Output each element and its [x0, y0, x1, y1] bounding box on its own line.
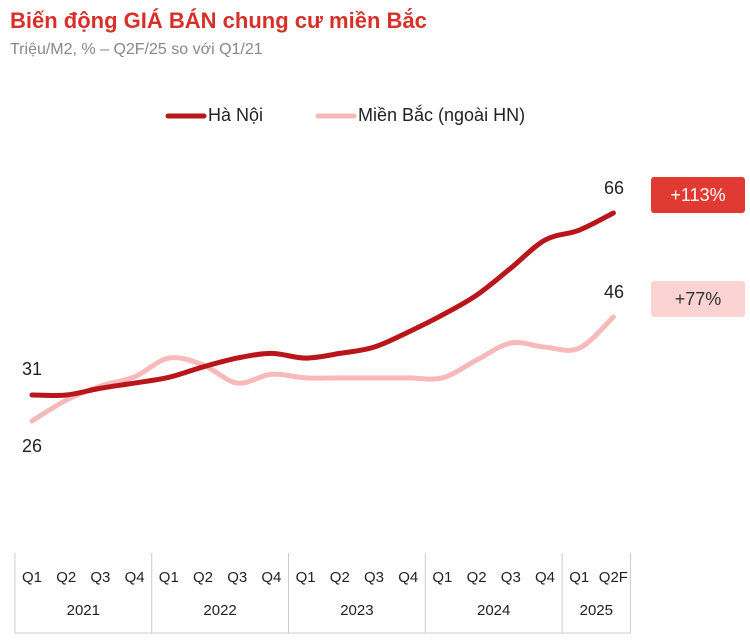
x-group-label: 2022 — [203, 602, 236, 619]
x-tick-label: Q1 — [569, 569, 589, 586]
x-tick-label: Q4 — [261, 569, 281, 586]
data-label: 31 — [22, 359, 42, 379]
x-group-label: 2024 — [477, 602, 510, 619]
x-tick-label: Q3 — [227, 569, 247, 586]
data-label: 66 — [604, 178, 624, 198]
x-tick-label: Q3 — [364, 569, 384, 586]
series-line — [29, 210, 616, 398]
x-tick-label: Q4 — [535, 569, 555, 586]
change-box — [651, 177, 745, 213]
x-tick-label: Q4 — [398, 569, 418, 586]
change-box — [651, 281, 745, 317]
data-label: 26 — [22, 436, 42, 456]
x-group-label: 2025 — [580, 602, 613, 619]
chart-subtitle: Triệu/M2, % – Q2F/25 so với Q1/21 — [10, 41, 263, 58]
x-tick-label: Q1 — [22, 569, 42, 586]
change-label: +77% — [675, 289, 722, 309]
x-tick-label: Q3 — [90, 569, 110, 586]
chart-title: Biến động GIÁ BÁN chung cư miền Bắc — [10, 8, 427, 33]
x-tick-label: Q2 — [467, 569, 487, 586]
legend-label: Hà Nội — [208, 105, 263, 125]
x-tick-label: Q4 — [125, 569, 145, 586]
x-group-label: 2021 — [67, 602, 100, 619]
x-tick-label: Q2 — [330, 569, 350, 586]
data-label: 46 — [604, 282, 624, 302]
x-tick-label: Q3 — [501, 569, 521, 586]
x-tick-label: Q2 — [56, 569, 76, 586]
series-line — [29, 314, 616, 424]
x-tick-label: Q2F — [599, 569, 628, 586]
x-tick-label: Q1 — [159, 569, 179, 586]
change-label: +113% — [670, 185, 725, 205]
x-tick-label: Q1 — [296, 569, 316, 586]
x-tick-label: Q1 — [432, 569, 452, 586]
x-tick-label: Q2 — [193, 569, 213, 586]
x-group-label: 2023 — [340, 602, 373, 619]
legend-label: Miền Bắc (ngoài HN) — [358, 104, 525, 125]
